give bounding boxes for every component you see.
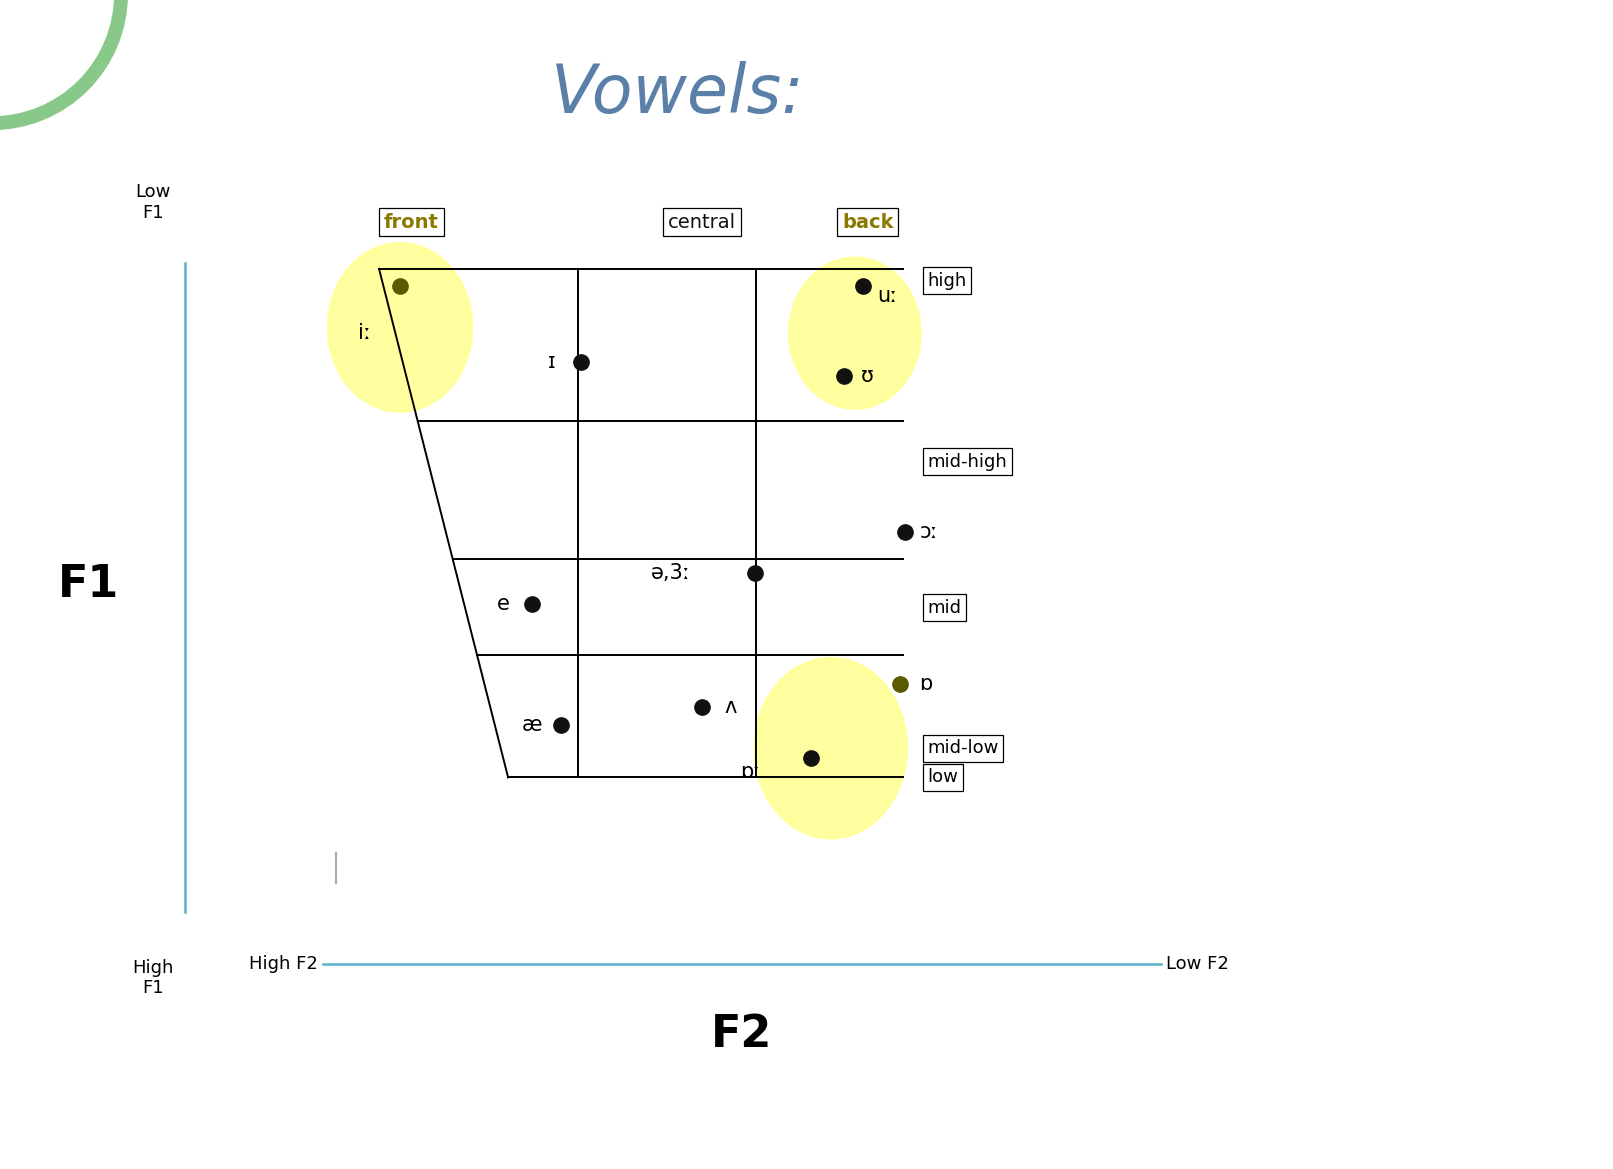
Text: Vowels:: Vowels: (550, 61, 805, 126)
Text: central: central (668, 213, 736, 231)
Text: ʌ: ʌ (724, 697, 737, 718)
Text: Low F2: Low F2 (1166, 955, 1229, 974)
Text: High
F1: High F1 (132, 959, 174, 997)
Text: iː: iː (358, 323, 371, 344)
Ellipse shape (327, 243, 473, 413)
Text: ʊ: ʊ (861, 366, 874, 387)
Text: high: high (927, 271, 966, 290)
Text: uː: uː (877, 285, 897, 306)
Text: F2: F2 (711, 1014, 773, 1056)
Text: e: e (497, 594, 510, 615)
Text: ɔː: ɔː (919, 521, 939, 542)
Ellipse shape (789, 257, 921, 409)
Text: mid-low: mid-low (927, 739, 998, 758)
Text: ɒː: ɒː (740, 761, 760, 782)
Text: mid: mid (927, 599, 961, 617)
Text: low: low (927, 768, 958, 787)
Text: back: back (842, 213, 894, 231)
Text: ɪ: ɪ (548, 352, 555, 373)
Text: ɒ: ɒ (919, 673, 932, 694)
Text: æ: æ (523, 714, 542, 735)
Text: High F2: High F2 (248, 955, 318, 974)
Text: Low
F1: Low F1 (135, 184, 171, 222)
Text: F1: F1 (58, 563, 119, 606)
Text: ə,3ː: ə,3ː (652, 562, 690, 583)
Text: front: front (384, 213, 439, 231)
Ellipse shape (755, 657, 907, 839)
Text: mid-high: mid-high (927, 452, 1007, 471)
